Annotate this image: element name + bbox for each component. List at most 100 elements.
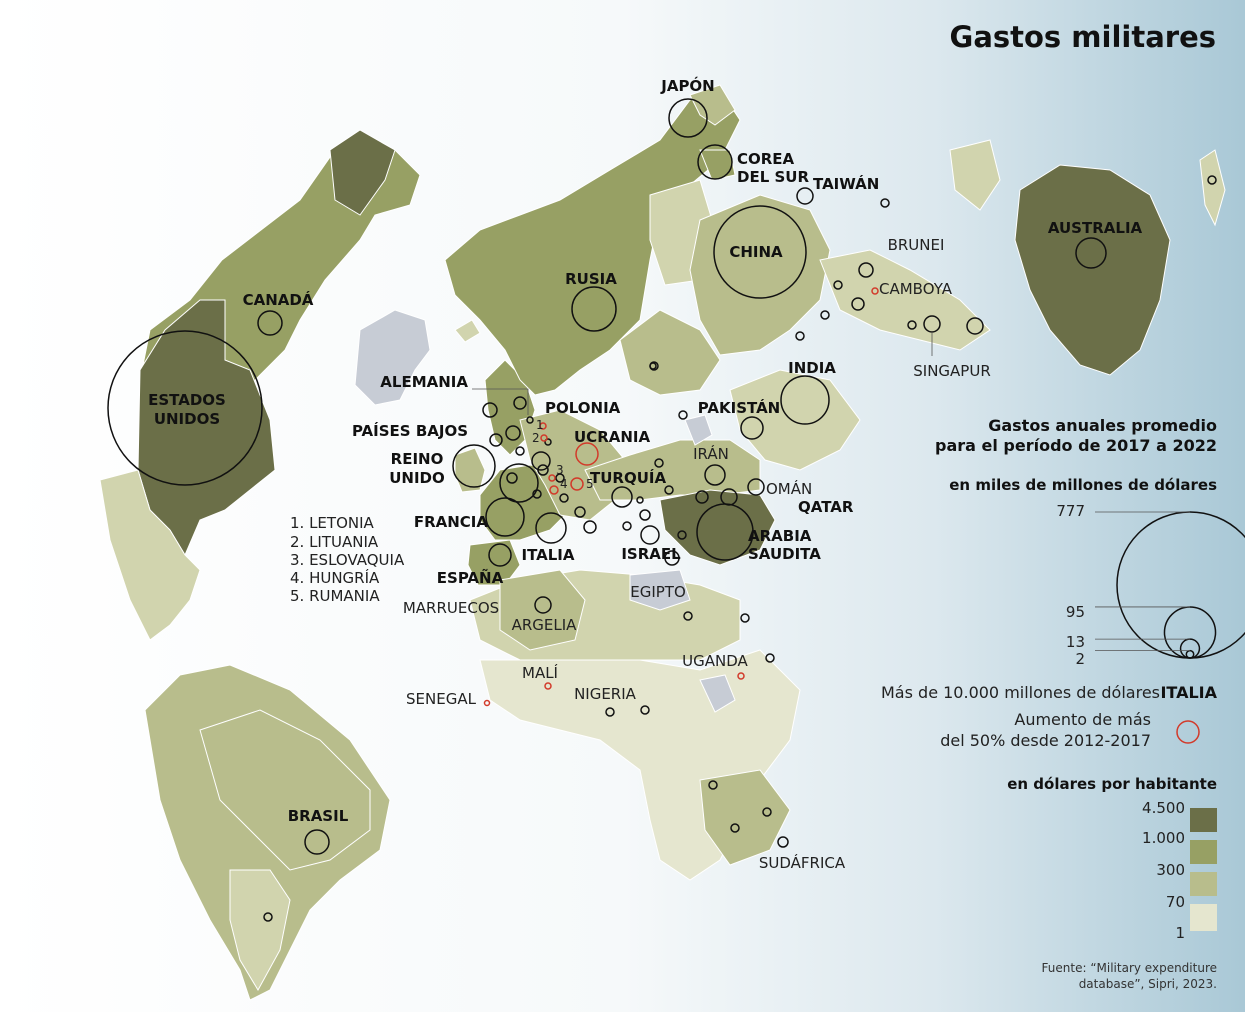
label-arabia-1: ARABIA	[748, 527, 812, 545]
label-ucrania: UCRANIA	[574, 428, 650, 446]
egypt-region	[629, 569, 691, 611]
circle-italy	[535, 512, 567, 544]
circle-egypt	[664, 550, 680, 566]
circle-kenya	[765, 653, 775, 663]
circle-greece	[583, 520, 597, 534]
circle-romania	[570, 477, 584, 491]
circle-nigeria	[605, 707, 615, 717]
label-uganda: UGANDA	[682, 652, 748, 670]
source-line-1: Fuente: “Military expenditure	[1042, 961, 1217, 975]
label-pakistan: PAKISTÁN	[698, 398, 780, 417]
swatch-4500	[1190, 808, 1217, 832]
capita-tick-1000: 1.000	[1142, 829, 1185, 847]
circle-spain	[488, 543, 512, 567]
label-brunei: BRUNEI	[888, 236, 945, 254]
circle-china	[713, 205, 807, 299]
spending-circles	[107, 98, 1217, 922]
label-japon: JAPÓN	[660, 76, 715, 95]
brazil-region	[199, 709, 371, 871]
circle-lebanon	[636, 496, 644, 504]
circle-bulgaria	[559, 493, 569, 503]
circle-iran	[704, 464, 726, 486]
saudi-region	[659, 489, 776, 566]
circle-latvia	[539, 422, 547, 430]
map-number-1: 1	[536, 418, 544, 432]
list-item-4: 4. HUNGRÍA	[290, 568, 380, 587]
label-usa-2: UNIDOS	[154, 410, 220, 428]
circle-iraq	[695, 490, 709, 504]
circle-belgium	[489, 433, 503, 447]
circle-laos	[833, 280, 843, 290]
legend-sub-capita: en dólares por habitante	[1007, 775, 1217, 793]
southern-africa-region	[699, 769, 791, 866]
philippines-region	[949, 139, 1001, 211]
circle-argentina	[263, 912, 273, 922]
circle-myanmar	[820, 310, 830, 320]
lake-victoria	[699, 674, 736, 713]
leader-alemania	[472, 388, 529, 415]
label-australia: AUSTRALIA	[1048, 219, 1143, 237]
size-legend: 777 95 13 2	[1056, 502, 1245, 668]
list-item-3: 3. ESLOVAQUIA	[290, 551, 405, 569]
label-usa-1: ESTADOS	[148, 391, 226, 409]
label-singapur: SINGAPUR	[913, 362, 991, 380]
india-region	[729, 369, 861, 471]
iceland-region	[454, 319, 481, 343]
label-qatar: QATAR	[798, 498, 854, 516]
circle-jordan	[677, 530, 687, 540]
circle-uk	[452, 444, 496, 488]
circle-korea	[697, 144, 733, 180]
label-brasil: BRASIL	[288, 807, 349, 825]
label-canada: CANADÁ	[243, 290, 314, 309]
source-line-2: database”, Sipri, 2023.	[1079, 977, 1217, 991]
circle-algeria	[534, 596, 552, 614]
label-nigeria: NIGERIA	[574, 685, 637, 703]
numbered-list: 1. LETONIA 2. LITUANIA 3. ESLOVAQUIA 4. …	[290, 514, 405, 605]
southern-cone-region	[229, 869, 291, 992]
circle-estonia	[526, 416, 534, 424]
legend-over10-text: Más de 10.000 millones de dólares	[881, 683, 1160, 702]
label-marruecos: MARRUECOS	[403, 599, 499, 617]
label-israel: ISRAEL	[621, 545, 681, 563]
capita-tick-4500: 4.500	[1142, 799, 1185, 817]
circle-ukraine	[575, 442, 599, 466]
circle-sweden	[513, 396, 527, 410]
label-francia: FRANCIA	[414, 513, 489, 531]
circle-belarus	[544, 438, 552, 446]
legend-heading-1: Gastos anuales promedio	[988, 416, 1217, 435]
labels-regular: BRUNEI CAMBOYA SINGAPUR IRÁN OMÁN EGIPTO…	[403, 236, 991, 872]
list-item-5: 5. RUMANIA	[290, 587, 380, 605]
circle-israel	[640, 525, 660, 545]
algeria-region	[499, 569, 586, 651]
circle-philippines	[966, 317, 984, 335]
list-item-2: 2. LITUANIA	[290, 533, 379, 551]
size-tick-777: 777	[1056, 502, 1085, 520]
legend-increase-1: Aumento de más	[1014, 710, 1151, 729]
list-item-1: 1. LETONIA	[290, 514, 375, 532]
circle-canada	[257, 310, 283, 336]
circle-ethiopia	[740, 613, 750, 623]
circle-azerbaijan	[664, 485, 674, 495]
legend-increase-2: del 50% desde 2012-2017	[940, 731, 1151, 750]
label-egipto: EGIPTO	[630, 583, 686, 601]
circle-switzerland	[506, 472, 518, 484]
labels-bold: ESTADOS UNIDOS CANADÁ BRASIL RUSIA CHINA…	[148, 76, 1142, 825]
label-arabia-2: SAUDITA	[748, 545, 821, 563]
label-paises-bajos: PAÍSES BAJOS	[352, 421, 468, 440]
circle-denmark	[515, 446, 525, 456]
label-reino-1: REINO	[391, 450, 444, 468]
label-mali: MALÍ	[522, 663, 558, 682]
legend: Gastos anuales promedio para el período …	[881, 416, 1245, 991]
size-tick-13: 13	[1066, 633, 1085, 651]
circle-czech	[537, 464, 549, 476]
circle-malaysia	[907, 320, 917, 330]
circle-russia	[571, 286, 617, 332]
circle-qatar	[720, 488, 738, 506]
map-number-markers: 1 2 3 4 5	[532, 418, 594, 491]
map-number-2: 2	[532, 431, 540, 445]
label-alemania: ALEMANIA	[380, 373, 468, 391]
circle-oman	[747, 478, 765, 496]
circle-austria	[555, 473, 565, 483]
landmasses	[99, 84, 1226, 1001]
mexico-region	[99, 469, 201, 641]
